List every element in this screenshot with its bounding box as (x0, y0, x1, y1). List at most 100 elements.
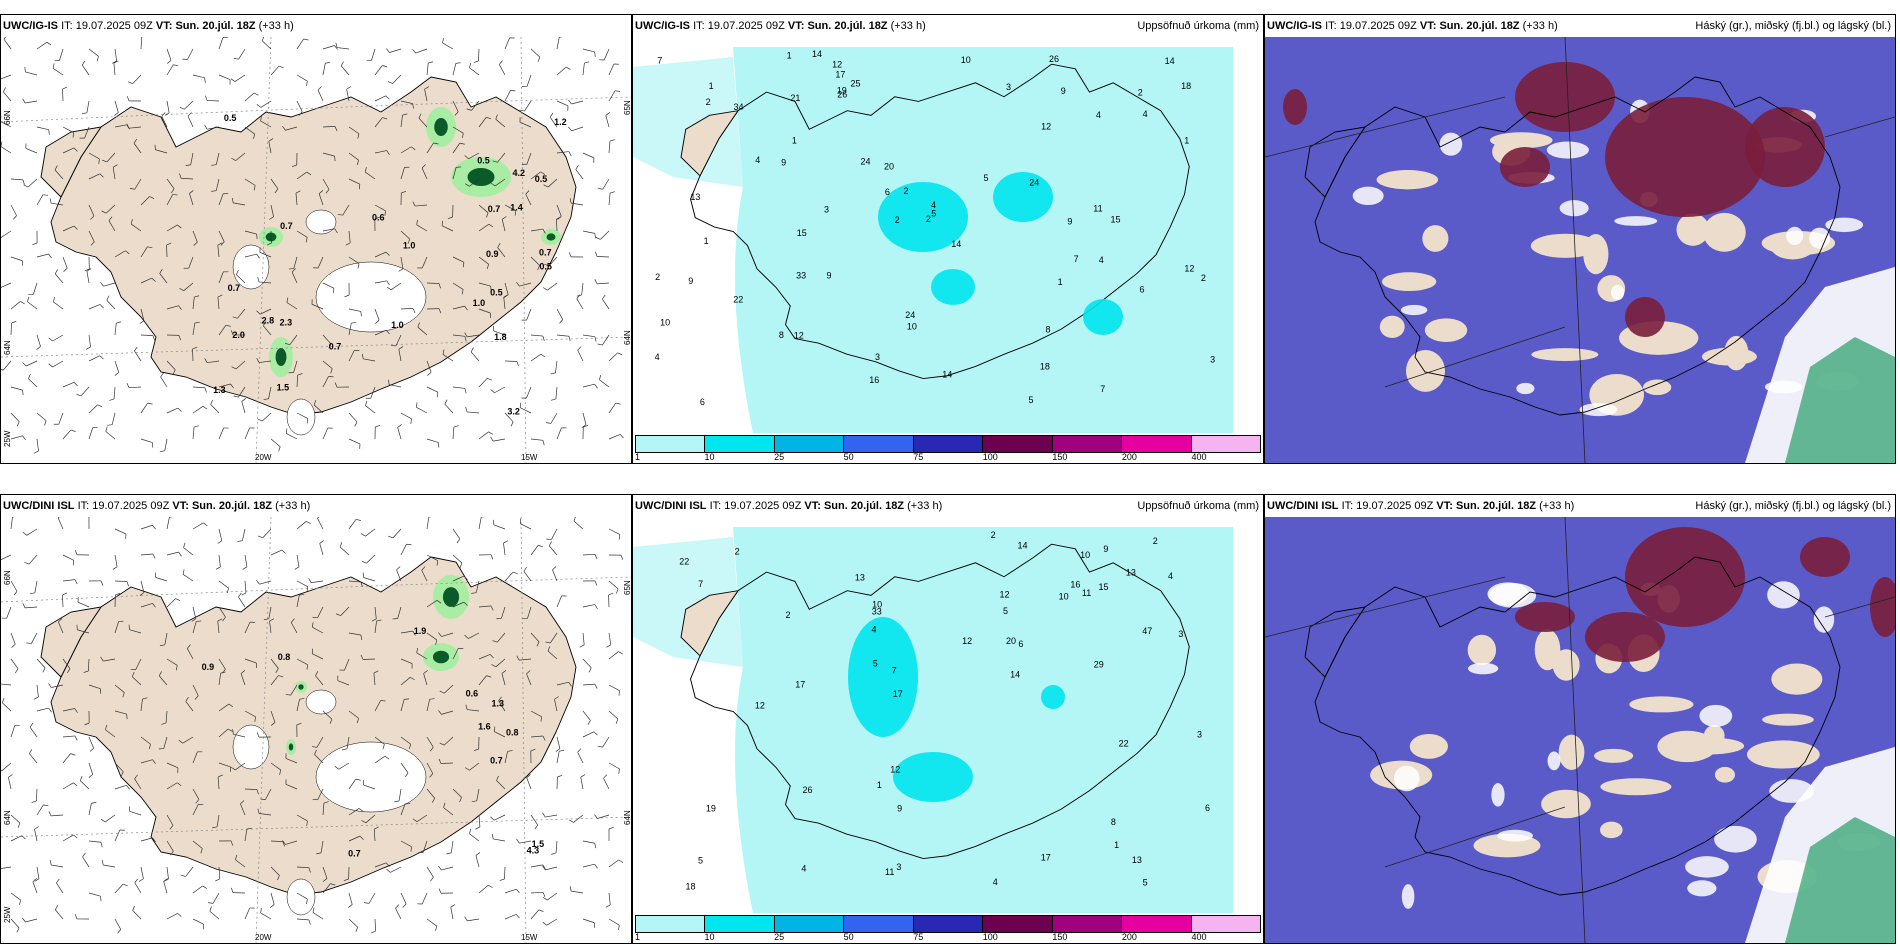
wind-barb-flag (551, 852, 557, 855)
wind-barb-flag (27, 296, 30, 302)
wind-barb-flag (21, 835, 26, 840)
value-label: 12 (755, 701, 765, 711)
grid-line (1, 816, 631, 838)
wind-barb (374, 755, 386, 764)
wind-barb-flag (1, 769, 3, 772)
wind-barb-flag (429, 747, 434, 752)
wind-barb (88, 304, 101, 310)
wind-barb-flag (56, 878, 60, 884)
wind-barb (317, 518, 324, 530)
wind-barb (348, 412, 358, 423)
wind-barb-flag (271, 722, 276, 726)
wind-barb (501, 673, 506, 686)
wind-barb (3, 91, 12, 102)
value-label: 5 (931, 209, 936, 219)
wind-barb-flag (291, 164, 297, 168)
wind-barb-flag (569, 886, 572, 892)
value-label: 12 (999, 590, 1009, 600)
wind-barb-flag (503, 540, 509, 544)
wind-barb (478, 605, 491, 608)
wind-barb-flag (602, 294, 606, 300)
wind-barb-flag (262, 321, 267, 326)
lon-label-25w: 25W (3, 430, 12, 447)
wind-barb-flag (334, 382, 338, 388)
lead-time: (+33 h) (890, 20, 926, 32)
iceland-land (40, 76, 577, 416)
wind-barb (504, 571, 514, 582)
value-label: 9 (897, 804, 902, 814)
wind-barb-flag (22, 362, 27, 367)
wind-barb (36, 253, 49, 258)
wind-barb (426, 632, 437, 641)
value-label: 2 (991, 530, 996, 540)
value-label: 17 (835, 69, 845, 79)
wind-barb-flag (32, 242, 38, 246)
wind-barb-flag (100, 656, 104, 662)
wind-barb-flag (543, 184, 549, 188)
wind-barb (140, 308, 145, 321)
westfjords (680, 590, 740, 657)
wind-barb (493, 838, 506, 842)
wind-barb (389, 48, 402, 53)
wind-barb-flag (396, 566, 401, 571)
wind-barb (62, 753, 71, 764)
value-label: 29 (1094, 660, 1104, 670)
wind-barb-flag (342, 748, 348, 751)
wind-barb-flag (444, 399, 448, 405)
wind-barb-flag (15, 668, 19, 674)
wind-barb (296, 100, 303, 112)
wind-barb-flag (122, 883, 128, 887)
wind-barb (259, 580, 272, 585)
wind-barb-flag (13, 591, 18, 596)
wind-barb (270, 178, 279, 190)
wind-barb-flag (240, 670, 246, 674)
wind-barb-flag (442, 37, 444, 44)
wind-barb-flag (116, 321, 122, 324)
wind-barb (158, 675, 168, 686)
wind-barb (452, 256, 464, 263)
wind-barb (550, 632, 558, 644)
wind-barb (504, 914, 517, 920)
wind-barb (114, 323, 117, 336)
wind-barb (348, 835, 361, 842)
wind-barb-flag (344, 294, 350, 298)
wind-barb (493, 438, 506, 442)
wind-barb-flag (89, 747, 94, 752)
wind-barb (269, 621, 272, 634)
wind-barb-flag (461, 289, 464, 295)
wind-barb (582, 632, 585, 645)
wind-barb (582, 412, 587, 425)
wind-barb-flag (546, 538, 552, 540)
wind-barb-flag (330, 368, 333, 374)
wind-barb-flag (469, 62, 472, 68)
wind-barb (426, 282, 440, 284)
westfjords (1304, 606, 1366, 678)
value-label: 22 (1119, 738, 1129, 748)
wind-barb (270, 230, 273, 244)
wind-barb (10, 658, 19, 669)
wind-barb-flag (382, 744, 385, 750)
legend-tick: 10 (704, 452, 715, 462)
wind-barb-flag (424, 86, 429, 90)
wind-barb-flag (102, 159, 108, 163)
wind-barb (88, 230, 95, 242)
wind-barb (452, 282, 464, 290)
precip-legend: 1 10 25 50 75 100 150 200 400 (633, 913, 1263, 943)
wind-barb (187, 115, 194, 128)
wind-barb (86, 271, 90, 284)
lat-label-66n: 66N (3, 570, 12, 585)
precip-title: Uppsöfnuð úrkoma (mm) (1137, 500, 1259, 512)
wind-barb (54, 169, 64, 180)
wind-barb (348, 892, 353, 905)
mid-cloud-patch (1497, 829, 1533, 842)
wind-barb-flag (1, 698, 5, 703)
wind-barb (296, 412, 308, 419)
wind-barb (114, 883, 124, 894)
legend-swatch (1122, 916, 1192, 932)
wind-barb (132, 910, 142, 920)
wind-barb (582, 604, 595, 608)
wind-barb (340, 606, 350, 616)
wind-barb-flag (412, 308, 416, 314)
wind-barb-flag (108, 216, 113, 221)
wind-barb-flag (516, 888, 520, 894)
